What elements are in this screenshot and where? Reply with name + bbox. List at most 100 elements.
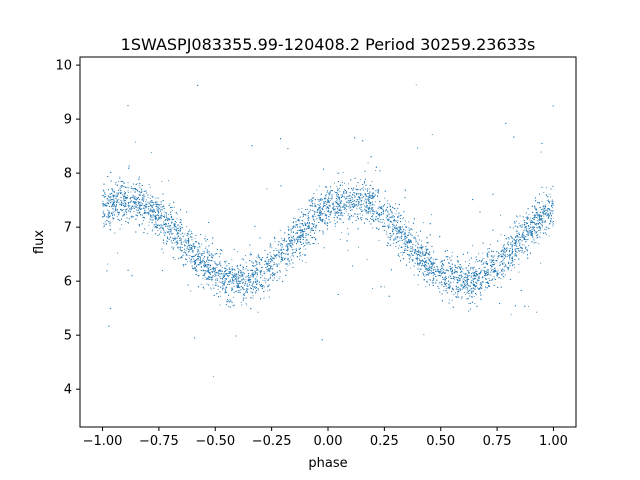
data-point (348, 183, 350, 185)
data-point (364, 188, 367, 190)
data-point (303, 245, 305, 248)
data-point (275, 247, 277, 250)
data-point (190, 262, 192, 264)
data-point (218, 281, 220, 283)
data-point (314, 227, 316, 229)
data-point (501, 260, 504, 262)
data-point (374, 201, 376, 203)
data-point (537, 202, 539, 204)
data-point (196, 270, 198, 272)
data-point (394, 226, 396, 228)
data-point (102, 210, 104, 212)
data-point (219, 295, 222, 297)
data-point (530, 224, 532, 226)
data-point (289, 234, 291, 236)
data-point (346, 205, 348, 207)
data-point (381, 206, 383, 208)
data-point (322, 230, 324, 232)
data-point (140, 202, 142, 204)
data-point (233, 283, 235, 285)
data-point (465, 274, 467, 276)
data-point (127, 190, 129, 192)
data-point (283, 239, 286, 241)
data-point (136, 183, 138, 185)
data-point (535, 224, 537, 226)
data-point (391, 234, 393, 236)
data-point (149, 197, 151, 200)
data-point (245, 268, 247, 270)
data-point (251, 275, 253, 277)
data-point (508, 255, 510, 257)
data-point (305, 242, 307, 244)
data-point (481, 264, 483, 266)
data-point (541, 214, 543, 216)
data-point (383, 204, 386, 206)
data-point (136, 209, 138, 211)
data-point (163, 214, 166, 216)
data-point (455, 296, 457, 298)
data-point (517, 216, 519, 218)
data-point (472, 277, 474, 280)
data-point (215, 275, 217, 277)
data-point (104, 193, 106, 195)
data-point (545, 186, 547, 188)
data-point (119, 177, 121, 180)
data-point (310, 228, 313, 230)
data-point (525, 223, 528, 225)
data-point (541, 226, 544, 228)
data-point (314, 211, 316, 213)
data-point (500, 277, 502, 279)
data-point (330, 197, 332, 199)
data-point (542, 211, 544, 213)
data-point (249, 252, 251, 254)
data-point (271, 265, 273, 267)
data-point (159, 206, 161, 208)
data-point (548, 235, 550, 237)
data-point (234, 278, 236, 281)
data-point (318, 204, 321, 206)
data-point (421, 255, 423, 257)
data-point (466, 287, 468, 289)
data-point (231, 259, 233, 261)
data-point (173, 206, 175, 208)
data-point (424, 275, 426, 277)
data-point (551, 221, 553, 224)
data-point (126, 194, 128, 196)
data-point (529, 233, 531, 236)
data-point (428, 279, 430, 281)
data-point (534, 230, 536, 232)
data-point (539, 222, 542, 225)
data-point (478, 253, 480, 255)
data-point (278, 256, 280, 258)
data-point (437, 266, 439, 268)
data-point (538, 243, 540, 245)
data-point (353, 194, 356, 197)
data-point (460, 275, 462, 277)
data-point (235, 276, 237, 278)
data-point (212, 375, 215, 377)
data-point (174, 236, 176, 238)
data-point (169, 203, 171, 205)
data-point (203, 263, 205, 265)
data-point (432, 274, 435, 276)
data-point (182, 241, 184, 243)
data-point (500, 214, 502, 216)
data-point (481, 286, 483, 288)
data-point (199, 258, 202, 260)
data-point (237, 289, 239, 291)
data-point (493, 277, 495, 279)
data-point (156, 210, 158, 212)
data-point (302, 232, 304, 234)
data-point (425, 280, 428, 282)
data-point (365, 199, 367, 201)
data-point (247, 281, 249, 283)
data-point (175, 223, 177, 225)
data-point (397, 247, 400, 249)
data-point (551, 211, 553, 213)
data-point (404, 234, 406, 236)
data-point (179, 236, 181, 238)
data-point (106, 216, 108, 218)
data-point (194, 259, 196, 261)
data-point (511, 256, 513, 258)
data-point (291, 246, 293, 248)
